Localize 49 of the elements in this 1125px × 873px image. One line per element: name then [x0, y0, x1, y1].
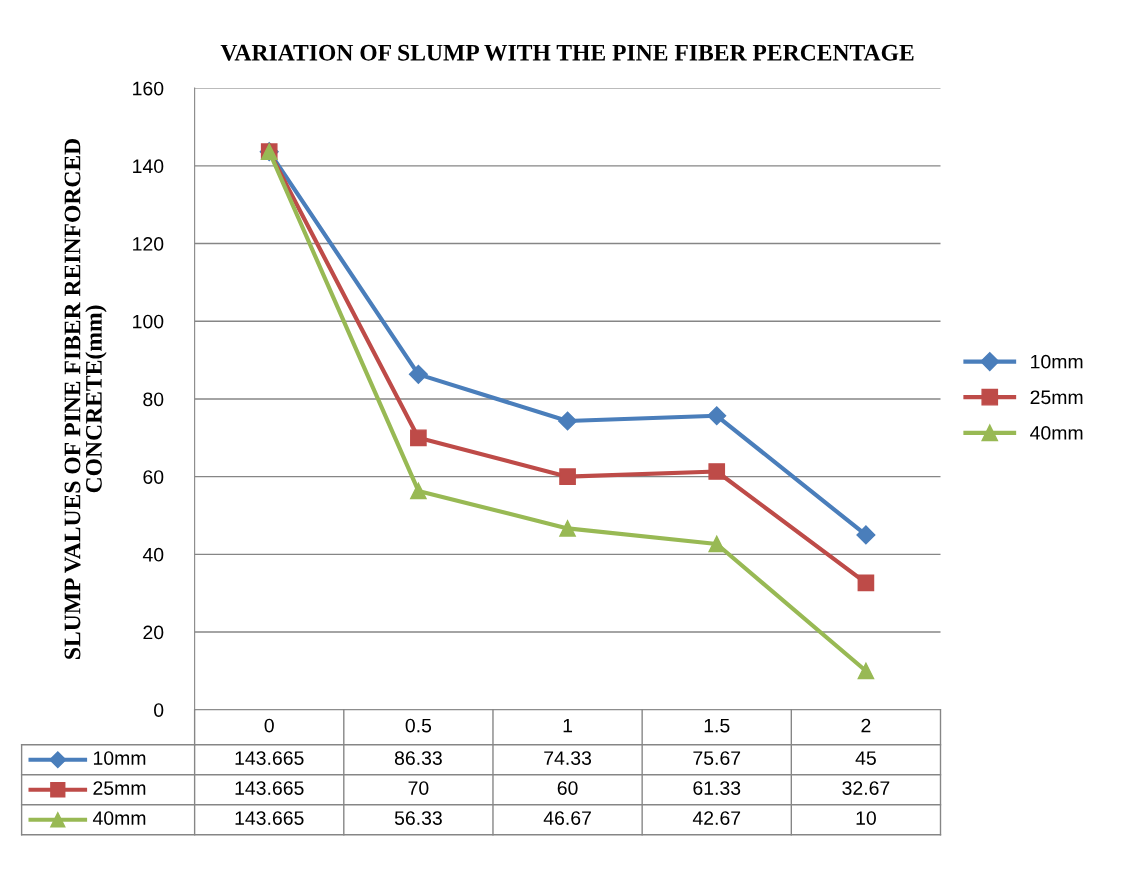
data-label: 60: [557, 781, 578, 795]
x-tick-label: 0: [264, 718, 274, 733]
data-label: 42.67: [692, 811, 741, 825]
point: [558, 411, 578, 431]
text: 25mm: [93, 781, 146, 795]
data-label: 143.665: [235, 781, 304, 795]
data-label: 70: [408, 781, 429, 795]
data-label: 45: [855, 751, 876, 765]
point: [408, 364, 428, 384]
y-tick-label: 120: [133, 237, 164, 251]
y-tick-label: 40: [142, 547, 164, 562]
data-label: 46.67: [543, 811, 591, 825]
y-tick-label: 80: [143, 392, 164, 407]
point: [708, 535, 726, 553]
text: 40mm: [92, 811, 146, 825]
point: [559, 520, 576, 537]
text: 10mm: [93, 751, 146, 765]
data-label: 143.665: [235, 751, 304, 765]
data-label: 86.33: [394, 751, 442, 765]
point: [410, 429, 427, 447]
y-tick-label: 140: [133, 159, 164, 174]
x-tick-label: 2: [861, 718, 871, 733]
data-label: 143.665: [235, 811, 304, 825]
y-tick-label: 20: [143, 625, 164, 640]
legend-label: 10mm: [1031, 354, 1083, 369]
data-label: 56.33: [394, 811, 442, 825]
y-tick-label: 160: [133, 81, 164, 96]
point: [856, 525, 876, 545]
data-label: 75.67: [693, 751, 741, 765]
chart-title: VARIATION OF SLUMP WITH THE PINE FIBER PERCENTAGE: [220, 44, 914, 61]
data-label: 32.67: [842, 781, 890, 795]
y-tick-label: 60: [143, 470, 164, 484]
x-tick-label: 1: [563, 718, 573, 733]
data-label: 74.33: [544, 751, 592, 765]
x-tick-label: 0.5: [405, 718, 432, 733]
y-tick-label: 0: [154, 703, 164, 717]
data-label: 61.33: [693, 781, 741, 795]
y-tick-label: 100: [133, 314, 164, 329]
point: [707, 406, 727, 426]
x-tick-label: 1.5: [704, 718, 730, 733]
point: [857, 574, 875, 592]
point: [410, 482, 427, 500]
legend-label: 40mm: [1030, 426, 1083, 440]
data-label: 10: [856, 811, 876, 825]
y-axis-title: SLUMP VALUES OF PINE FIBER REINFORCED CONCRETE(mm): [64, 138, 107, 659]
point: [559, 468, 576, 485]
legend-label: 25mm: [1030, 390, 1083, 405]
point: [708, 463, 726, 480]
point: [857, 662, 875, 680]
